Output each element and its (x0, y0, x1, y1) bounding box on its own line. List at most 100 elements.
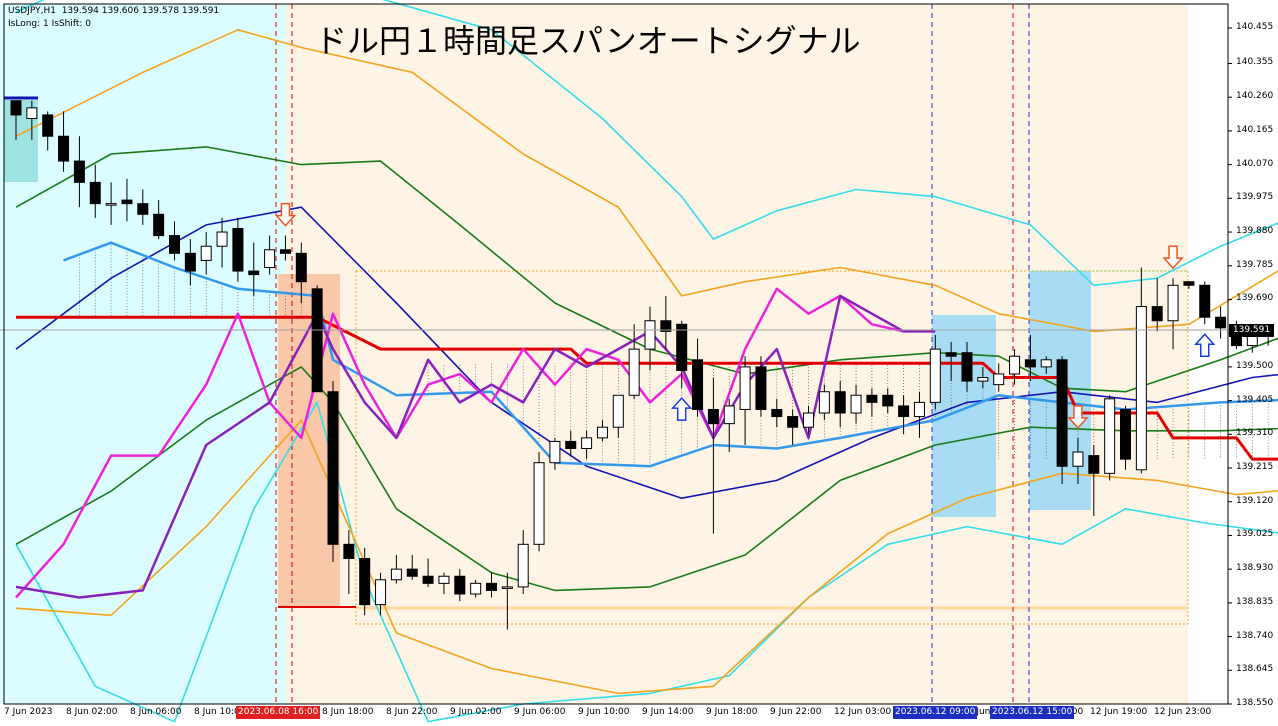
candle-body (929, 348, 941, 403)
candle-body (1088, 455, 1100, 474)
symbol-info: USDJPY,H1 139.594 139.606 139.578 139.59… (8, 6, 220, 16)
candle-body (105, 203, 117, 206)
candle-body (898, 405, 910, 418)
price-tick-label: 140.070 (1236, 158, 1274, 169)
islong-info: IsLong: 1 IsShift: 0 (8, 19, 92, 29)
indicator-line-4 (15, 366, 1278, 592)
time-tick-label: 8 Jun 22:00 (386, 707, 438, 717)
candle-body (739, 366, 751, 410)
candles[interactable] (10, 100, 1278, 630)
current-price-tag: 139.591 (1229, 324, 1274, 337)
time-tick-label: 12 Jun 19:00 (1090, 707, 1148, 717)
candle-body (866, 394, 878, 403)
price-tick-label: 139.025 (1236, 529, 1274, 540)
candle-body (533, 462, 545, 545)
indicator-line-0 (15, 401, 1278, 723)
price-tick-label: 139.785 (1236, 259, 1274, 270)
chart-title: ドル円１時間足スパンオートシグナル (315, 22, 861, 60)
candle-body (1120, 408, 1131, 460)
candle-body (343, 543, 355, 560)
candle-body (1167, 284, 1179, 322)
candle-body (1215, 316, 1227, 329)
time-tick-label: 12 Jun 03:00 (834, 707, 892, 717)
candle-body (279, 249, 291, 254)
buy-arrow-icon (671, 397, 693, 421)
candle-body (232, 227, 244, 272)
candle-body (692, 359, 704, 410)
buy-arrow-icon (1194, 333, 1216, 358)
candle-body (1135, 306, 1147, 471)
candle-body (517, 543, 529, 588)
candle-body (1072, 451, 1084, 467)
price-tick-label: 140.455 (1236, 22, 1274, 32)
candle-body (660, 320, 672, 332)
candle-body (1199, 284, 1211, 318)
candle-body (311, 288, 323, 393)
price-tick-label: 139.310 (1236, 428, 1274, 439)
price-tick-label: 138.740 (1236, 630, 1274, 641)
candle-body (200, 245, 212, 261)
candle-body (961, 352, 973, 382)
zone-cyan-background (0, 4, 286, 704)
candle-body (612, 394, 624, 428)
range-dotted-box (355, 270, 1189, 625)
price-tick-label: 139.405 (1236, 394, 1274, 405)
candle-body (723, 405, 735, 425)
candle-body (216, 231, 228, 247)
candle-body (628, 348, 640, 396)
candle-body (438, 575, 450, 584)
candle-body (596, 426, 608, 439)
candle-body (327, 391, 339, 545)
time-tick-label: 8 Jun 10:00 (194, 707, 246, 717)
candle-body (295, 252, 307, 283)
candle-body (1056, 359, 1068, 467)
time-tick-label: 8 Jun 06:00 (130, 707, 182, 717)
candle-body (390, 568, 402, 581)
candle-body (676, 323, 688, 371)
sell-arrow-icon (1067, 405, 1089, 429)
price-tick-label: 140.260 (1236, 91, 1274, 102)
candle-body (406, 568, 418, 577)
time-highlight-tag: 2023.06.08 16:00 (236, 706, 321, 719)
indicator-line-2 (15, 419, 1278, 695)
candle-body (422, 575, 434, 584)
candle-body (644, 320, 656, 350)
candle-body (787, 416, 799, 428)
price-tick-label: 140.165 (1236, 124, 1274, 135)
candle-body (977, 377, 989, 382)
time-tick-label: 8 Jun 18:00 (322, 707, 374, 717)
candle-body (850, 394, 862, 414)
candle-body (565, 440, 577, 450)
zone-blue-box-1 (932, 315, 996, 517)
price-tick-label: 138.645 (1236, 664, 1274, 675)
time-highlight-tag: 2023.06.12 09:00 (893, 706, 978, 719)
price-tick-label: 139.500 (1236, 360, 1274, 371)
time-tick-label: 8 Jun 02:00 (66, 707, 118, 717)
candle-body (1183, 281, 1195, 286)
candle-body (818, 391, 830, 414)
candle-body (184, 252, 196, 272)
candle-body (1104, 398, 1116, 474)
price-tick-label: 139.120 (1236, 495, 1274, 506)
price-tick-label: 139.880 (1236, 226, 1274, 237)
price-tick-label: 138.835 (1236, 596, 1274, 607)
candle-body (73, 160, 85, 183)
candle-body (89, 181, 101, 205)
time-tick-label: 9 Jun 02:00 (450, 707, 502, 717)
candle-body (549, 440, 561, 464)
candle-body (882, 394, 894, 407)
candle-body (169, 235, 180, 254)
price-tick-label: 138.930 (1236, 563, 1274, 574)
price-tick-label: 139.215 (1236, 462, 1274, 473)
price-tick-label: 138.550 (1236, 698, 1274, 708)
candle-body (1009, 355, 1021, 375)
candle-body (1151, 306, 1163, 322)
price-tick-label: 140.355 (1236, 57, 1274, 68)
candle-body (1040, 359, 1052, 368)
candle-body (945, 352, 957, 357)
candle-body (359, 558, 371, 606)
candle-body (26, 107, 38, 119)
time-tick-label: 9 Jun 06:00 (514, 707, 566, 717)
